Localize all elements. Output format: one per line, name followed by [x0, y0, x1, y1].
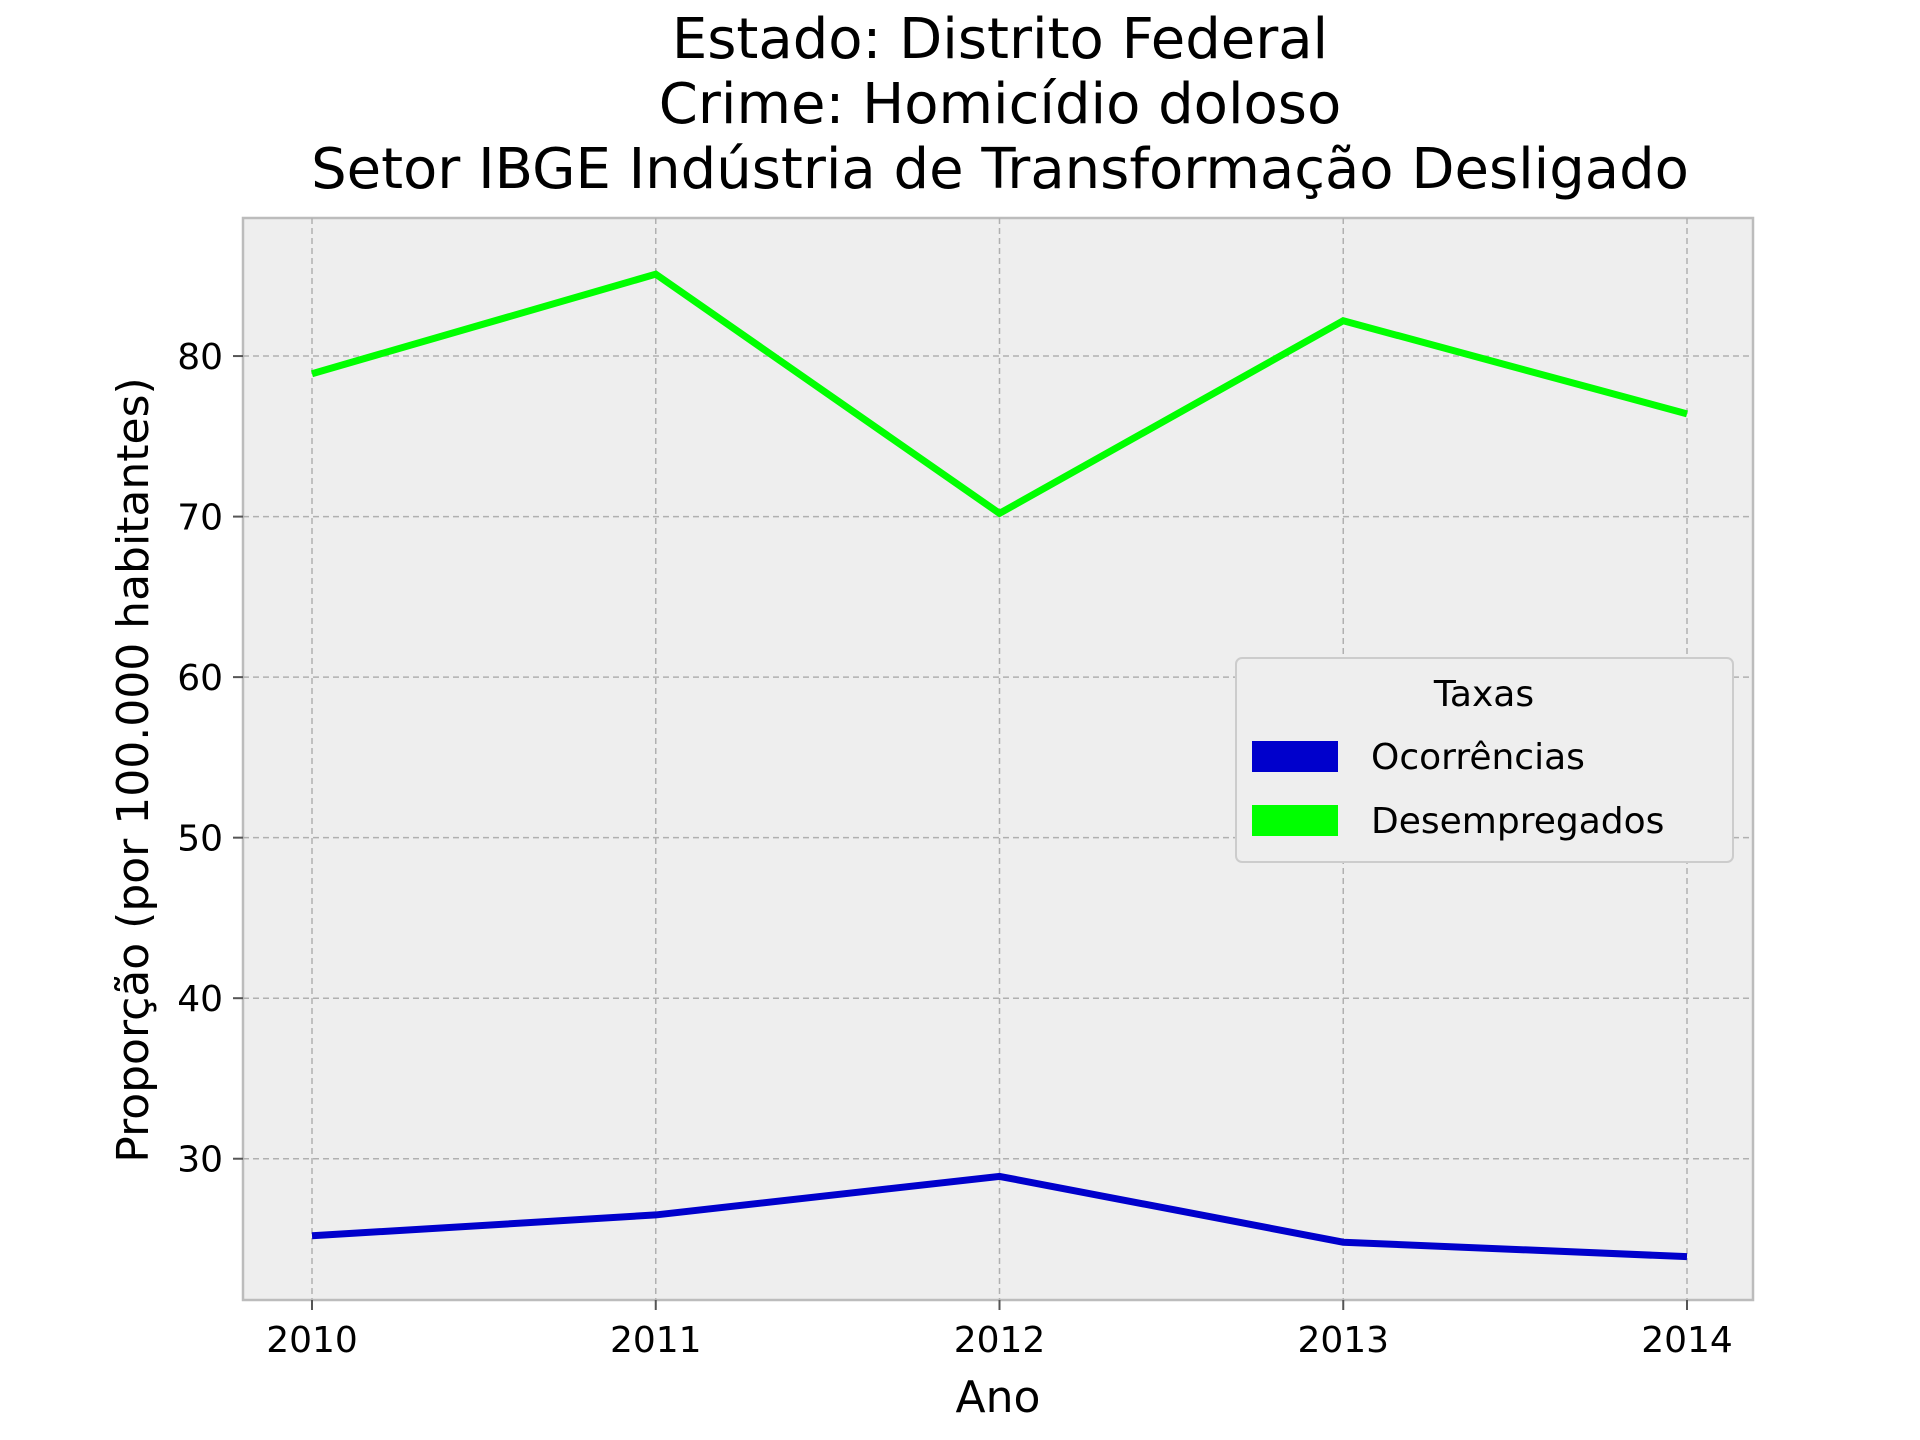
- x-tick-label: 2012: [954, 1320, 1046, 1361]
- axis-ticks: 2010 2011 2012 2013 2014 30 40 50 60 70 80: [177, 337, 1733, 1361]
- x-tick-label: 2013: [1297, 1320, 1389, 1361]
- y-tick-label: 40: [177, 979, 223, 1020]
- legend-swatch-ocorrencias: [1252, 741, 1338, 772]
- x-axis-label: Ano: [956, 1372, 1041, 1423]
- y-tick-label: 70: [177, 498, 223, 539]
- chart-title-line-3: Setor IBGE Indústria de Transformação De…: [311, 137, 1689, 202]
- y-tick-label: 30: [177, 1140, 223, 1181]
- legend-label-desempregados: Desempregados: [1371, 801, 1664, 842]
- series-line-desempregados: [311, 270, 1688, 518]
- legend-label-ocorrencias: Ocorrências: [1371, 737, 1585, 778]
- y-tick-label: 50: [177, 819, 223, 860]
- x-tick-label: 2011: [610, 1320, 702, 1361]
- chart-title-line-1: Estado: Distrito Federal: [672, 7, 1328, 72]
- series-lines: [311, 270, 1688, 1261]
- y-tick-label: 60: [177, 658, 223, 699]
- legend-swatch-desempregados: [1252, 805, 1338, 836]
- series-line-ocorrencias: [311, 1172, 1688, 1261]
- chart-title-line-2: Crime: Homicídio doloso: [659, 72, 1341, 137]
- legend-title: Taxas: [1433, 674, 1534, 715]
- x-tick-label: 2010: [266, 1320, 358, 1361]
- y-axis-label: Proporção (por 100.000 habitantes): [108, 377, 159, 1162]
- legend: Taxas Ocorrências Desempregados: [1235, 657, 1734, 863]
- legend-box: [1235, 657, 1734, 863]
- x-tick-label: 2014: [1641, 1320, 1733, 1361]
- y-tick-label: 80: [177, 337, 223, 378]
